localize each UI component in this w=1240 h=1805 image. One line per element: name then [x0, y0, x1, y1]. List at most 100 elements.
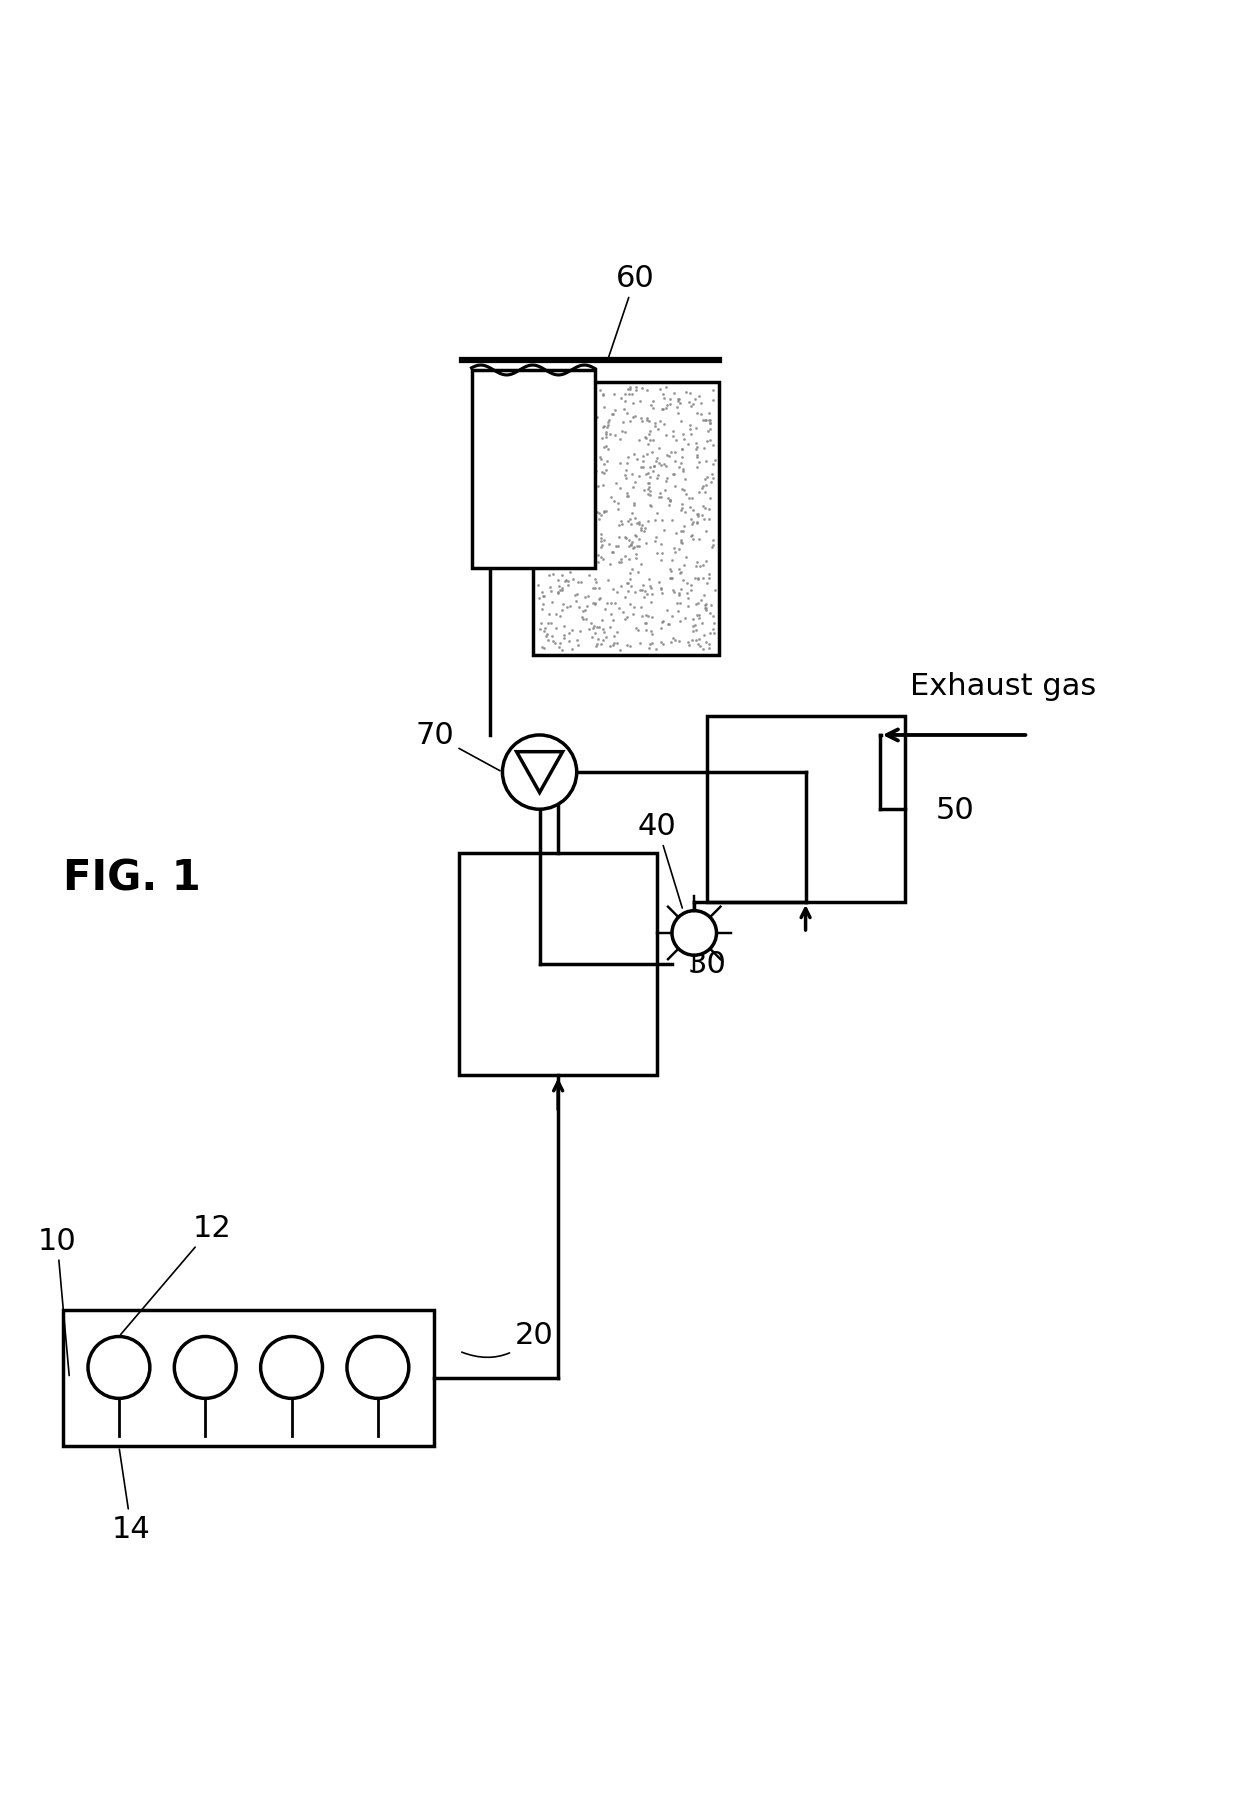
Point — [678, 585, 698, 614]
Point — [543, 523, 563, 552]
Point — [631, 592, 651, 621]
Point — [701, 415, 720, 444]
Point — [570, 421, 590, 449]
Point — [528, 462, 548, 491]
Point — [703, 616, 723, 644]
Point — [662, 422, 682, 451]
Point — [594, 498, 614, 527]
Point — [610, 549, 630, 578]
Point — [665, 626, 684, 655]
Point — [668, 581, 688, 610]
Point — [603, 606, 622, 635]
Point — [683, 612, 703, 641]
Point — [589, 585, 609, 614]
Point — [663, 460, 683, 489]
Point — [585, 565, 605, 594]
Point — [559, 554, 579, 583]
Point — [549, 390, 569, 419]
Point — [532, 578, 552, 606]
Point — [594, 545, 614, 574]
Point — [559, 390, 579, 419]
Point — [699, 399, 719, 428]
Point — [642, 395, 662, 424]
Point — [661, 558, 681, 587]
Point — [557, 406, 577, 435]
Point — [585, 457, 605, 486]
Point — [606, 630, 626, 659]
Point — [583, 574, 603, 603]
Point — [671, 560, 691, 588]
Point — [640, 572, 660, 601]
Point — [682, 484, 702, 513]
Point — [655, 384, 675, 413]
Point — [636, 460, 656, 489]
Point — [639, 634, 658, 662]
Point — [658, 491, 678, 520]
Point — [531, 390, 551, 419]
Point — [627, 532, 647, 561]
Point — [630, 630, 650, 659]
Point — [580, 417, 600, 446]
Point — [620, 527, 640, 556]
Point — [569, 462, 589, 491]
Point — [691, 552, 711, 581]
Point — [598, 588, 618, 617]
Point — [569, 383, 589, 412]
Point — [663, 625, 683, 653]
Point — [537, 511, 557, 540]
Point — [626, 522, 646, 551]
Point — [570, 617, 590, 646]
Point — [563, 545, 583, 574]
Point — [630, 426, 650, 455]
Point — [660, 442, 680, 471]
Point — [699, 619, 719, 648]
Point — [676, 543, 696, 572]
Point — [665, 579, 684, 608]
Point — [694, 505, 714, 534]
Point — [536, 614, 556, 643]
Point — [549, 442, 569, 471]
Point — [578, 455, 598, 484]
Point — [546, 437, 565, 466]
Point — [547, 545, 567, 574]
Point — [693, 565, 713, 594]
Point — [599, 531, 619, 560]
Point — [552, 561, 572, 590]
Point — [594, 617, 614, 646]
Point — [618, 482, 637, 511]
Point — [529, 616, 549, 644]
Point — [558, 458, 578, 487]
Point — [585, 520, 605, 549]
Point — [626, 375, 646, 404]
Point — [670, 579, 689, 608]
Point — [594, 412, 614, 440]
Point — [594, 433, 614, 462]
Point — [637, 601, 657, 630]
Point — [662, 547, 682, 576]
Point — [538, 536, 558, 565]
Point — [531, 446, 551, 475]
Point — [651, 614, 671, 643]
Point — [661, 487, 681, 516]
Point — [682, 392, 702, 421]
Point — [596, 421, 616, 449]
Point — [694, 478, 714, 507]
Point — [546, 628, 565, 657]
Point — [644, 457, 663, 486]
Point — [676, 480, 696, 509]
Point — [625, 440, 645, 469]
Point — [589, 574, 609, 603]
Point — [610, 426, 630, 455]
Point — [640, 464, 660, 493]
Point — [603, 538, 622, 567]
Point — [622, 473, 642, 502]
Point — [619, 545, 639, 574]
Point — [594, 458, 614, 487]
Point — [547, 426, 567, 455]
Point — [553, 520, 573, 549]
Point — [611, 545, 631, 574]
Text: Exhaust gas: Exhaust gas — [910, 671, 1096, 700]
Point — [609, 532, 629, 561]
Point — [562, 617, 582, 646]
Point — [579, 561, 599, 590]
